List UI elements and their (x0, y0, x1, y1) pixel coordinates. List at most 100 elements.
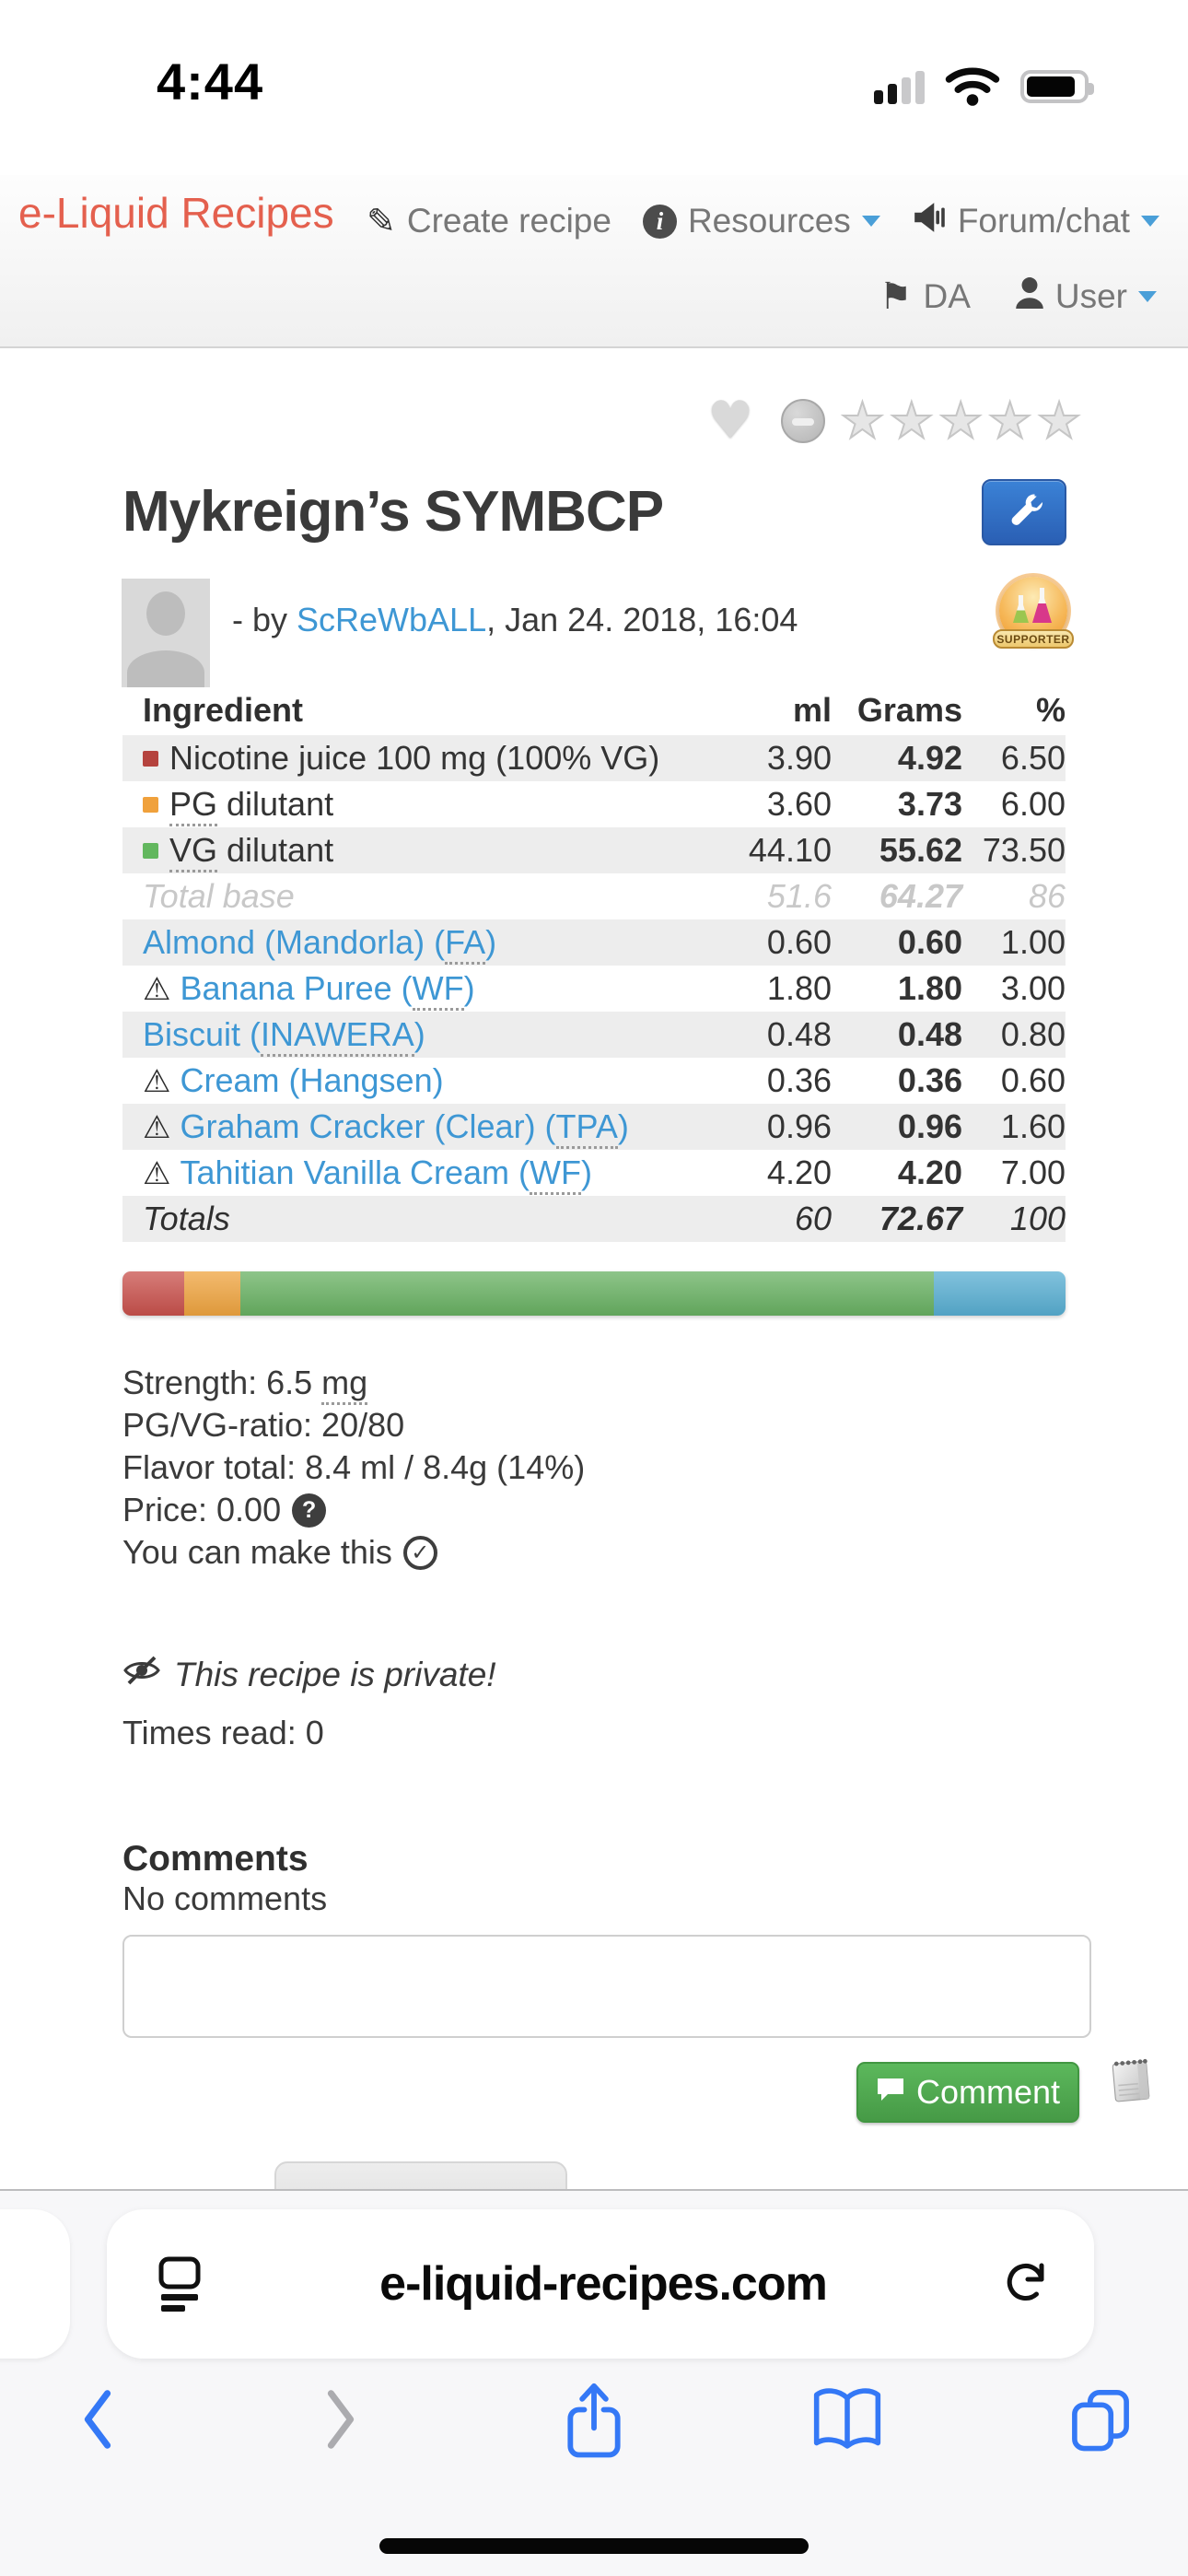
ingredient-label: Totals (143, 1200, 230, 1237)
language-menu[interactable]: DA (879, 275, 970, 318)
table-body: Nicotine juice 100 mg (100% VG) 3.90 4.92 6… (122, 735, 1066, 1242)
table-row: Totals 60 72.67 100 (122, 1196, 1066, 1242)
recipe-details: Strength: 6.5 mg PG/VG-ratio: 20/80 Flavor… (122, 1362, 585, 1574)
times-read: Times read: 0 (122, 1714, 324, 1751)
chevron-down-icon (1138, 291, 1157, 302)
rating-row (707, 391, 1081, 451)
author-link[interactable]: ScReWbALL (297, 601, 487, 638)
star-rating (840, 392, 1081, 450)
table-row: PG dilutant 3.60 3.73 6.00 (122, 781, 1066, 827)
cell-percent: 0.80 (1000, 1015, 1066, 1053)
ingredient-label: PG dilutant (169, 785, 333, 826)
cell-ml: 0.96 (766, 1107, 832, 1145)
minus-rating-icon[interactable] (781, 398, 826, 443)
nav-resources[interactable]: Resources (642, 202, 880, 240)
megaphone-icon (912, 201, 947, 242)
url-bar[interactable]: e-liquid-recipes.com (107, 2209, 1094, 2359)
user-nav: DA User (879, 271, 1157, 322)
cell-percent: 1.60 (1000, 1107, 1066, 1145)
warning-icon (143, 1062, 170, 1100)
bookmarks-icon[interactable] (803, 2375, 891, 2464)
supporter-badge-label: SUPPORTER (993, 629, 1074, 649)
table-row: Cream (Hangsen) 0.36 0.36 0.60 (122, 1058, 1066, 1104)
table-row: Biscuit (INAWERA) 0.48 0.48 0.80 (122, 1012, 1066, 1058)
cell-ml: 0.36 (766, 1061, 832, 1099)
table-row: Tahitian Vanilla Cream (WF) 4.20 4.20 7.00 (122, 1150, 1066, 1196)
cell-grams: 64.27 (879, 877, 962, 915)
site-navbar: e-Liquid Recipes Create recipe Resources (0, 175, 1188, 348)
ingredient-link[interactable]: Graham Cracker (Clear) (TPA) (180, 1107, 629, 1149)
site-logo[interactable]: e-Liquid Recipes (18, 189, 334, 237)
nav-forum-chat[interactable]: Forum/chat (912, 201, 1159, 242)
star-icon[interactable] (840, 392, 884, 450)
cell-ml: 0.48 (766, 1015, 832, 1053)
star-icon[interactable] (938, 392, 983, 450)
page-title: Mykreign’s SYMBCP (122, 480, 664, 544)
col-ml: ml (792, 691, 832, 729)
cell-grams: 0.60 (897, 923, 962, 961)
reader-view-icon[interactable] (155, 2254, 204, 2313)
comment-button[interactable]: Comment (856, 2062, 1079, 2123)
bar-segment-nicotine (122, 1271, 184, 1316)
comment-input[interactable] (122, 1935, 1091, 2038)
chevron-down-icon (861, 216, 880, 227)
cellular-signal-icon (874, 69, 925, 104)
cell-percent: 100 (1009, 1200, 1066, 1237)
byline: - by ScReWbALL, Jan 24. 2018, 16:04 (232, 601, 798, 638)
cell-percent: 86 (1028, 877, 1066, 915)
detail-line: You can make this (122, 1531, 585, 1574)
cell-grams: 72.67 (879, 1200, 962, 1237)
nav-create-recipe[interactable]: Create recipe (367, 201, 611, 241)
cell-grams: 55.62 (879, 831, 962, 869)
comments-heading: Comments (122, 1839, 309, 1879)
warning-icon (143, 1108, 170, 1146)
ingredient-link[interactable]: Cream (Hangsen) (180, 1061, 444, 1099)
cell-grams: 1.80 (897, 969, 962, 1007)
bar-segment-flavor (933, 1271, 1066, 1316)
table-row: Graham Cracker (Clear) (TPA) 0.96 0.96 1.60 (122, 1104, 1066, 1150)
cell-ml: 1.80 (766, 969, 832, 1007)
star-icon[interactable] (890, 392, 934, 450)
home-indicator[interactable] (379, 2538, 809, 2554)
col-ingredient: Ingredient (143, 691, 304, 729)
edit-recipe-button[interactable] (982, 479, 1066, 545)
ingredient-label: Total base (143, 877, 295, 915)
back-button[interactable] (53, 2375, 142, 2464)
adjacent-tab-edge[interactable] (0, 2209, 70, 2359)
cell-grams: 0.96 (897, 1107, 962, 1145)
detail-line: Price: 0.00 (122, 1489, 585, 1531)
cell-percent: 6.00 (1000, 785, 1066, 823)
star-icon[interactable] (987, 392, 1031, 450)
wrench-icon (1005, 491, 1043, 534)
table-header: Ingredient ml Grams % (122, 685, 1066, 735)
reload-icon[interactable] (1002, 2258, 1054, 2310)
col-grams: Grams (856, 691, 962, 729)
ingredient-link[interactable]: Almond (Mandorla) (FA) (143, 923, 496, 965)
cell-grams: 3.73 (897, 785, 962, 823)
star-icon[interactable] (1037, 392, 1081, 450)
safari-bottom-chrome: e-liquid-recipes.com (0, 2189, 1188, 2576)
user-menu[interactable]: User (1015, 276, 1157, 318)
cell-percent: 7.00 (1000, 1153, 1066, 1191)
ingredient-link[interactable]: Biscuit (INAWERA) (143, 1015, 425, 1057)
private-notice: This recipe is private! (122, 1653, 496, 1696)
forward-button[interactable] (297, 2375, 385, 2464)
composition-bar (122, 1271, 1066, 1316)
favorite-heart-icon[interactable] (707, 391, 753, 451)
cell-ml: 3.90 (766, 739, 832, 777)
url-text[interactable]: e-liquid-recipes.com (379, 2257, 828, 2311)
cell-ml: 4.20 (766, 1153, 832, 1191)
detail-line: Strength: 6.5 mg (122, 1362, 585, 1405)
cell-grams: 0.36 (897, 1061, 962, 1099)
help-icon[interactable] (292, 1493, 327, 1528)
col-percent: % (1035, 691, 1066, 729)
share-icon[interactable] (550, 2375, 638, 2464)
ingredient-link[interactable]: Banana Puree (WF) (180, 969, 475, 1011)
battery-icon (1020, 70, 1094, 103)
tabs-icon[interactable] (1056, 2375, 1145, 2464)
ingredient-link[interactable]: Tahitian Vanilla Cream (WF) (180, 1153, 592, 1195)
cell-percent: 1.00 (1000, 923, 1066, 961)
cell-percent: 6.50 (1000, 739, 1066, 777)
pencil-icon (367, 201, 396, 241)
